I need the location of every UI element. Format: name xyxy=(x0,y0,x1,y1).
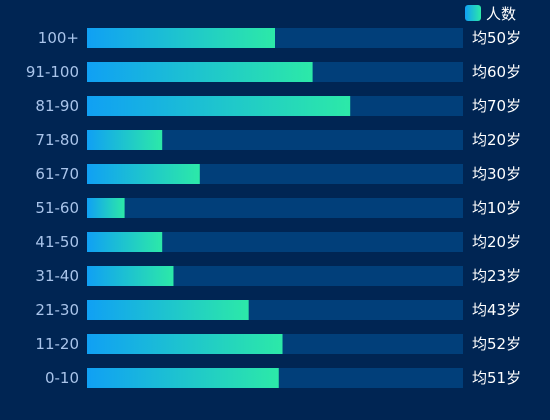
bar-data-label: 均30岁 xyxy=(472,165,521,183)
bar-data-label: 均10岁 xyxy=(472,199,521,217)
category-tick-label: 0-10 xyxy=(45,369,79,387)
category-tick-label: 21-30 xyxy=(35,301,79,319)
bar-data-label: 均23岁 xyxy=(472,267,521,285)
bar-data-label: 均20岁 xyxy=(472,233,521,251)
bar[interactable] xyxy=(87,232,163,252)
category-tick-label: 41-50 xyxy=(35,233,79,251)
category-tick-label: 11-20 xyxy=(35,335,79,353)
bar[interactable] xyxy=(87,28,275,48)
bar[interactable] xyxy=(87,300,249,320)
category-tick-label: 71-80 xyxy=(35,131,79,149)
legend-label[interactable]: 人数 xyxy=(486,5,516,23)
category-tick-label: 81-90 xyxy=(35,97,79,115)
bar-data-label: 均20岁 xyxy=(472,131,521,149)
bar[interactable] xyxy=(87,198,125,218)
bar-data-label: 均50岁 xyxy=(472,29,521,47)
bar[interactable] xyxy=(87,96,351,116)
bar-track xyxy=(87,266,463,286)
category-tick-label: 51-60 xyxy=(35,199,79,217)
bar[interactable] xyxy=(87,62,313,82)
bar-track xyxy=(87,198,463,218)
bar-data-label: 均52岁 xyxy=(472,335,521,353)
bar-data-label: 均43岁 xyxy=(472,301,521,319)
bar-data-label: 均60岁 xyxy=(472,63,521,81)
bar-data-label: 均70岁 xyxy=(472,97,521,115)
bar[interactable] xyxy=(87,130,163,150)
bars xyxy=(87,28,351,388)
bar[interactable] xyxy=(87,164,200,184)
legend-swatch[interactable] xyxy=(465,5,481,21)
bar[interactable] xyxy=(87,334,283,354)
legend[interactable]: 人数 xyxy=(465,5,516,23)
bar-track xyxy=(87,232,463,252)
bar-track xyxy=(87,130,463,150)
bar[interactable] xyxy=(87,368,279,388)
data-labels: 均50岁均60岁均70岁均20岁均30岁均10岁均20岁均23岁均43岁均52岁… xyxy=(472,29,521,387)
category-tick-label: 91-100 xyxy=(26,63,79,81)
category-tick-label: 100+ xyxy=(38,29,79,47)
category-tick-label: 61-70 xyxy=(35,165,79,183)
bar-data-label: 均51岁 xyxy=(472,369,521,387)
category-axis: 100+ 91-100 81-90 71-80 61-70 51-60 41-50 31-40… xyxy=(26,29,79,387)
category-tick-label: 31-40 xyxy=(35,267,79,285)
bar[interactable] xyxy=(87,266,174,286)
